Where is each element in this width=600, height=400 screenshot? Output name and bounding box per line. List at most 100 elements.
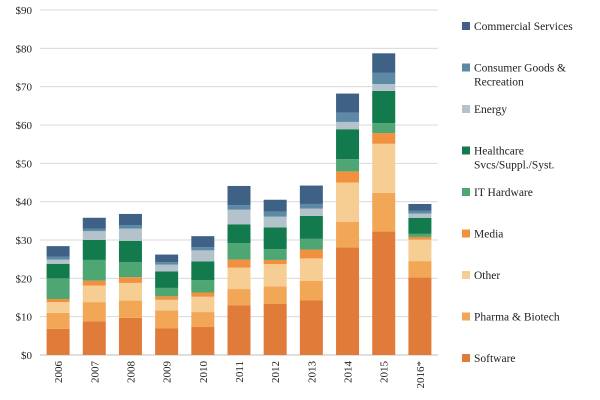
bar-segment-media — [299, 249, 323, 259]
bar-segment-pharma-biotech — [227, 289, 251, 306]
bar-segment-media — [372, 133, 396, 144]
x-tick-label: 2015 — [379, 361, 391, 384]
bar-segment-consumer-goods-recreation — [155, 262, 179, 265]
bar-segment-energy — [336, 121, 360, 130]
bar-segment-it-hardware — [118, 262, 142, 278]
bar-segment-other — [299, 258, 323, 282]
y-tick-label: $10 — [16, 312, 33, 324]
bar-segment-other — [263, 264, 287, 287]
bar-segment-healthcare-svcs-suppl-syst — [46, 263, 70, 279]
bar-segment-software — [191, 327, 215, 355]
bar-segment-other — [408, 239, 432, 262]
x-axis-ticks: 2006 2007 2008 2009 2010 2011 2012 2013 2014 2015… — [53, 361, 427, 389]
bar-segment-media — [46, 299, 70, 303]
bar-segment-commercial-services — [155, 254, 179, 263]
bar-segment-it-hardware — [82, 259, 106, 281]
bar-segment-it-hardware — [227, 243, 251, 260]
bar-segment-healthcare-svcs-suppl-syst — [408, 217, 432, 234]
bar-segment-other — [46, 302, 70, 313]
y-tick-label: $40 — [16, 197, 33, 209]
legend-label-consumer-goods-recreation: Consumer Goods & Recreation — [474, 63, 566, 89]
bar-segment-pharma-biotech — [118, 300, 142, 318]
bar-segment-commercial-services — [118, 213, 142, 226]
bar-segment-media — [82, 280, 106, 286]
bar-segment-commercial-services — [299, 185, 323, 204]
legend: Commercial Services Consumer Goods & Recre… — [462, 21, 573, 365]
bar-segment-commercial-services — [336, 93, 360, 113]
bar-segment-it-hardware — [155, 287, 179, 297]
bar-segment-consumer-goods-recreation — [191, 247, 215, 251]
bar-segment-healthcare-svcs-suppl-syst — [299, 215, 323, 239]
legend-swatch-media — [462, 229, 470, 238]
bar-segment-consumer-goods-recreation — [227, 205, 251, 210]
bar-segment-it-hardware — [191, 280, 215, 293]
bar-segment-pharma-biotech — [263, 286, 287, 305]
legend-swatch-software — [462, 354, 470, 362]
bar-segment-software — [82, 321, 106, 355]
bar-segment-consumer-goods-recreation — [46, 256, 70, 260]
bar-segment-commercial-services — [372, 53, 396, 73]
bar-segment-energy — [46, 259, 70, 264]
bar-segment-consumer-goods-recreation — [408, 210, 432, 214]
bar-segment-other — [336, 182, 360, 222]
bar-segment-media — [408, 236, 432, 240]
bar-segment-software — [336, 247, 360, 355]
bar-segment-commercial-services — [227, 185, 251, 206]
bar-segment-energy — [118, 228, 142, 241]
bar-segment-consumer-goods-recreation — [82, 228, 106, 232]
bar-segment-it-hardware — [372, 123, 396, 134]
bar-segment-it-hardware — [263, 249, 287, 260]
x-tick-label: 2009 — [162, 361, 174, 384]
bar-segment-healthcare-svcs-suppl-syst — [82, 240, 106, 260]
x-tick-label: 2010 — [198, 361, 210, 384]
bar-segment-software — [155, 328, 179, 355]
legend-swatch-it-hardware — [462, 188, 470, 196]
bar-segment-energy — [263, 216, 287, 228]
bar-segment-pharma-biotech — [191, 312, 215, 328]
bar-segment-pharma-biotech — [372, 192, 396, 232]
bar-segment-pharma-biotech — [155, 310, 179, 329]
legend-swatch-healthcare-svcs-suppl-syst — [462, 146, 470, 155]
bar-segment-software — [46, 328, 70, 355]
y-tick-label: $70 — [16, 82, 33, 94]
x-tick-label: 2011 — [234, 361, 246, 383]
bar-segment-energy — [82, 231, 106, 240]
bar-segment-energy — [191, 250, 215, 262]
legend-swatch-commercial-services — [462, 22, 470, 30]
bar-segment-energy — [227, 209, 251, 225]
bar-segment-software — [372, 231, 396, 355]
bar-segment-healthcare-svcs-suppl-syst — [118, 240, 142, 263]
legend-swatch-consumer-goods-recreation — [462, 63, 470, 72]
bar-segment-software — [263, 304, 287, 355]
y-tick-label: $60 — [16, 120, 33, 132]
bar-segment-consumer-goods-recreation — [372, 72, 396, 84]
bar-segment-energy — [372, 83, 396, 91]
bar-segment-commercial-services — [46, 246, 70, 257]
legend-label-other: Other — [474, 270, 500, 282]
bar-segment-pharma-biotech — [46, 312, 70, 329]
y-tick-label: $30 — [16, 235, 33, 247]
bar-segment-consumer-goods-recreation — [336, 112, 360, 122]
x-tick-label: 2008 — [125, 361, 137, 384]
x-tick-label: 2016* — [415, 361, 427, 389]
bar-segment-other — [227, 267, 251, 290]
bar-segment-pharma-biotech — [82, 302, 106, 322]
x-tick-label: 2014 — [343, 361, 355, 384]
bar-segment-consumer-goods-recreation — [299, 203, 323, 209]
legend-label-healthcare-svcs-suppl-syst: Healthcare Svcs/Suppl./Syst. — [474, 146, 555, 172]
bar-segment-media — [191, 292, 215, 297]
bar-segment-other — [82, 285, 106, 303]
bar-segment-pharma-biotech — [299, 281, 323, 301]
bar-segment-media — [155, 296, 179, 300]
bar-segment-other — [372, 143, 396, 193]
x-tick-label: 2013 — [306, 361, 318, 384]
bar-segment-energy — [155, 264, 179, 272]
bar-segment-healthcare-svcs-suppl-syst — [372, 90, 396, 124]
bar-segment-healthcare-svcs-suppl-syst — [227, 224, 251, 244]
bar-segment-software — [408, 277, 432, 355]
bar-segment-media — [336, 171, 360, 183]
bar-segment-commercial-services — [263, 199, 287, 212]
bar-segment-commercial-services — [191, 236, 215, 248]
